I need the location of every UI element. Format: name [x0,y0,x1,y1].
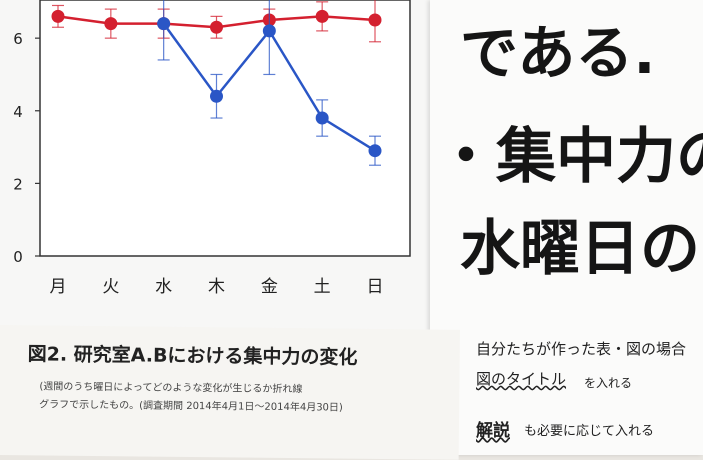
x-tick-label: 金 [261,277,278,297]
line-chart: 0 2 4 6 月 火 水 木 金 土 日 [13,0,411,297]
data-point [210,89,223,103]
x-tick-label: 木 [208,277,225,297]
x-tick-label: 火 [102,277,119,297]
x-tick-label: 土 [314,277,331,297]
memo-line-1: 自分たちが作った表・図の場合 [476,340,687,358]
data-point [368,144,382,158]
y-tick-label: 4 [13,103,23,121]
x-tick-label: 日 [367,277,384,297]
caption-card: 図2. 研究室A.Bにおける集中力の変化 (週間のうち曜日によってどのような変化… [0,325,460,460]
caption-line-2: グラフで示したもの。(調査期間 2014年4月1日〜2014年4月30日) [39,399,343,414]
note-poster: である. ・集中力の 水曜日の 自分たちが作った表・図の場合 ← 図のタイトル … [430,0,703,455]
caption-title: 図2. 研究室A.Bにおける集中力の変化 [27,343,358,369]
data-point [157,17,171,31]
caption-line-1: (週間のうち曜日によってどのような変化が生じるか折れ線 [39,381,303,396]
data-point [104,17,118,31]
plot-area [39,0,411,257]
y-tick-label: 2 [13,175,23,193]
data-point [210,20,223,34]
memo-line-3b: も必要に応じて入れる [524,424,655,439]
memo-line-3: 解説 [476,421,510,441]
memo-line-2b: を入れる [584,376,633,390]
chart-poster: 0 2 4 6 月 火 水 木 金 土 日 [0,0,440,350]
data-point [51,9,65,23]
big-text-2: ・集中力の [436,122,703,192]
data-point [368,13,382,27]
big-text-3: 水曜日の [460,214,700,284]
data-point [262,24,276,38]
data-point [315,111,329,125]
big-text-1: である. [460,19,656,87]
y-tick-label: 0 [13,248,23,266]
memo-line-2: 図のタイトル [476,370,567,388]
x-tick-label: 月 [50,277,67,297]
data-point [315,9,329,23]
y-tick-label: 6 [13,30,23,48]
x-tick-label: 水 [155,277,172,297]
